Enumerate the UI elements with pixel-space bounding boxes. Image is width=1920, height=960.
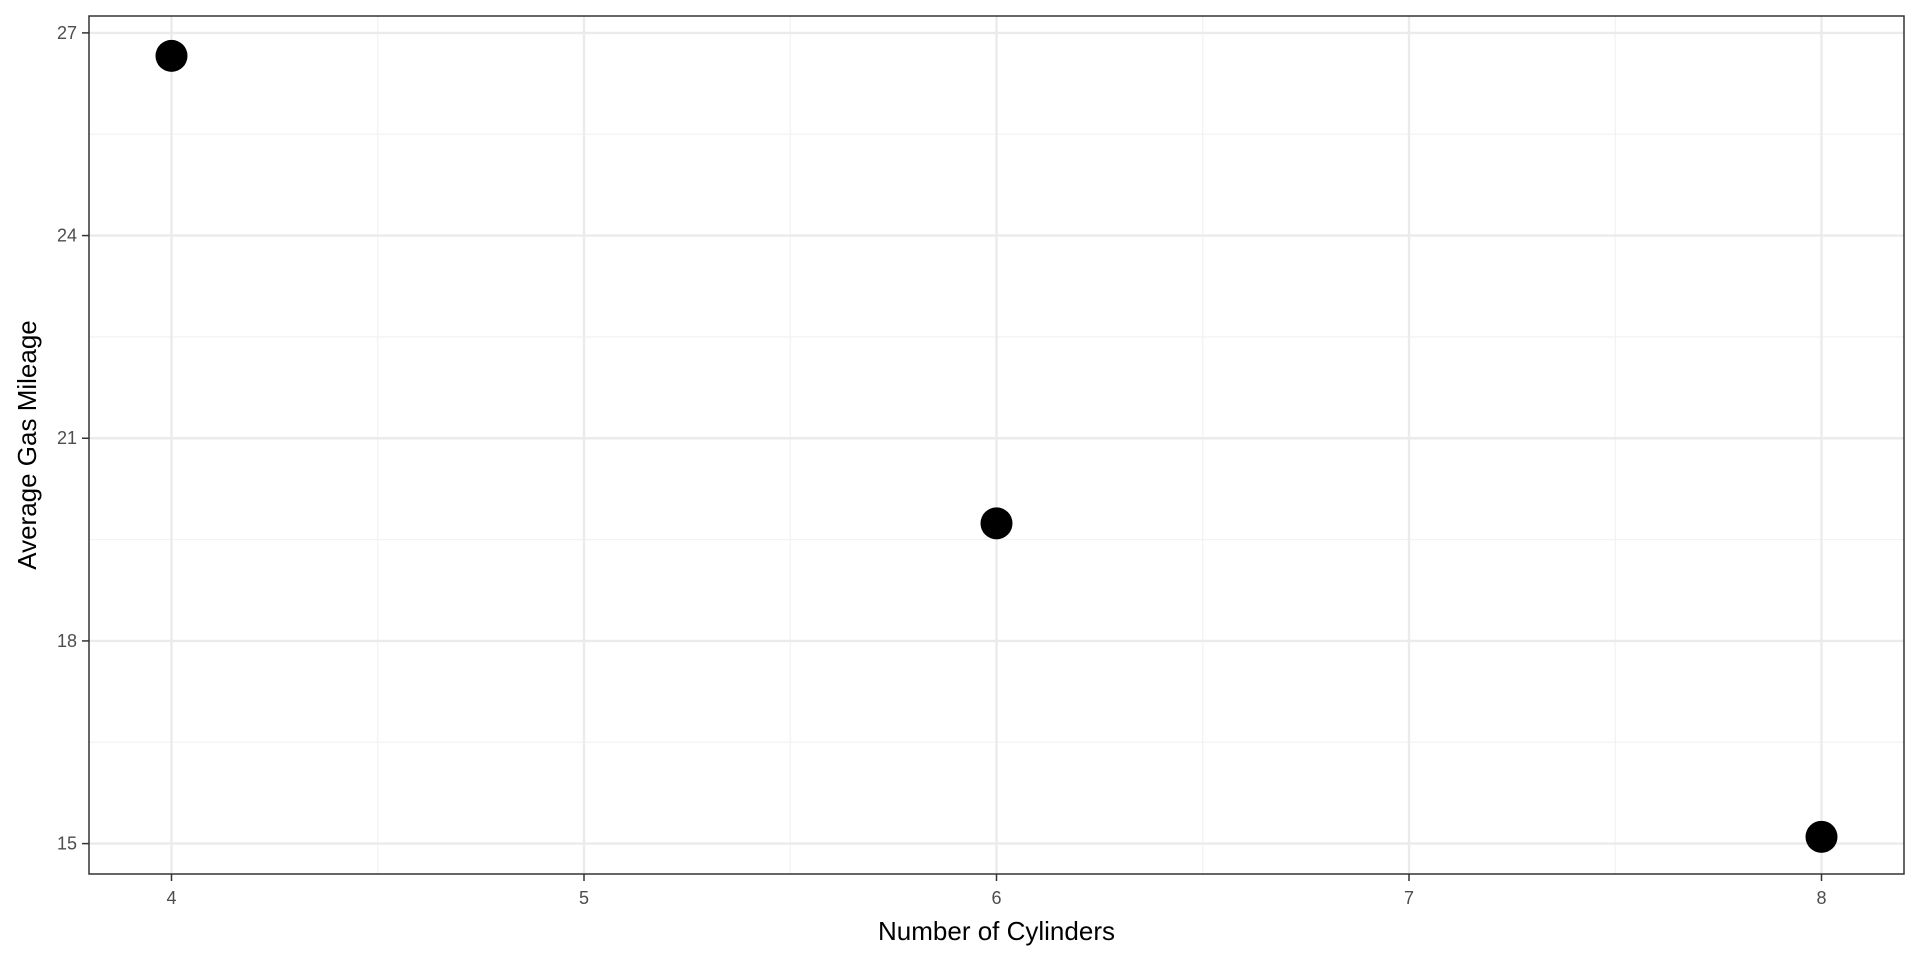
x-tick-label: 8 bbox=[1816, 888, 1826, 908]
grid-major bbox=[89, 16, 1904, 874]
x-axis: 4 5 6 7 8 bbox=[166, 874, 1827, 908]
x-tick-label: 4 bbox=[166, 888, 176, 908]
y-tick-label: 15 bbox=[57, 834, 77, 854]
data-point bbox=[1805, 820, 1838, 853]
y-tick-label: 24 bbox=[57, 226, 77, 246]
x-tick-label: 5 bbox=[579, 888, 589, 908]
data-points bbox=[155, 39, 1838, 853]
x-axis-title: Number of Cylinders bbox=[878, 916, 1115, 946]
data-point bbox=[155, 39, 188, 72]
x-tick-label: 7 bbox=[1404, 888, 1414, 908]
y-tick-label: 21 bbox=[57, 428, 77, 448]
data-point bbox=[980, 507, 1013, 540]
x-tick-label: 6 bbox=[991, 888, 1001, 908]
y-axis: 15 18 21 24 27 bbox=[57, 23, 89, 854]
y-axis-title: Average Gas Mileage bbox=[12, 320, 42, 570]
y-tick-label: 27 bbox=[57, 23, 77, 43]
y-tick-label: 18 bbox=[57, 631, 77, 651]
